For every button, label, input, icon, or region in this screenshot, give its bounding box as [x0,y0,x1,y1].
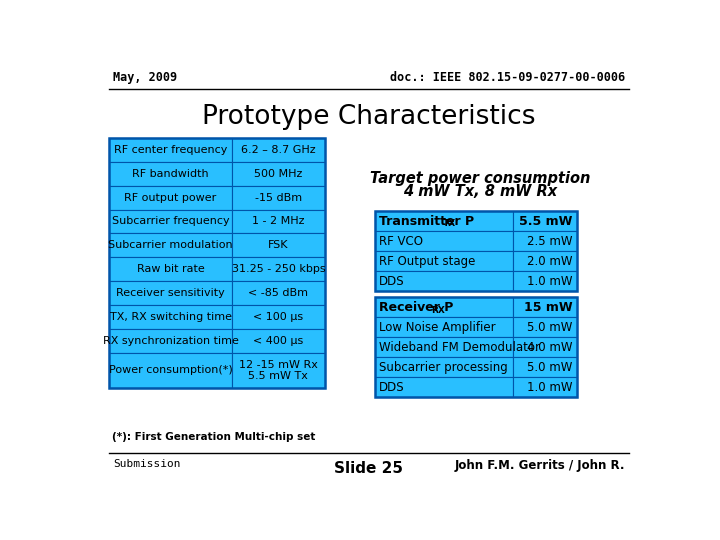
Bar [375,298,577,397]
Bar [232,162,325,186]
Bar [109,305,232,329]
Text: 12 -15 mW Rx: 12 -15 mW Rx [239,360,318,370]
Text: TX, RX switching time: TX, RX switching time [109,312,232,322]
Bar [232,305,325,329]
Bar [375,251,513,271]
Text: 31.25 - 250 kbps: 31.25 - 250 kbps [232,264,325,274]
Text: Submission: Submission [113,459,181,469]
Text: (*): First Generation Multi-chip set: (*): First Generation Multi-chip set [112,432,315,442]
Text: Target power consumption: Target power consumption [369,171,590,186]
Text: -15 dBm: -15 dBm [255,193,302,202]
Text: Slide 25: Slide 25 [335,461,403,476]
Text: 5.0 mW: 5.0 mW [528,321,573,334]
Bar [375,338,513,357]
Text: 1 - 2 MHz: 1 - 2 MHz [252,217,305,226]
Text: 1.0 mW: 1.0 mW [527,275,573,288]
Bar [232,257,325,281]
Text: DDS: DDS [379,381,405,394]
Bar [513,377,577,397]
Text: 1.0 mW: 1.0 mW [527,381,573,394]
Bar [513,271,577,291]
Bar [375,211,513,231]
Bar [375,318,513,338]
Text: RF output power: RF output power [125,193,217,202]
Bar [109,329,232,353]
Text: Transmitter P: Transmitter P [379,214,474,228]
Text: Prototype Characteristics: Prototype Characteristics [202,104,536,130]
Text: Power consumption(*): Power consumption(*) [109,366,233,375]
Text: DDS: DDS [379,275,405,288]
Text: 2.0 mW: 2.0 mW [527,255,573,268]
Text: < -85 dBm: < -85 dBm [248,288,308,298]
Text: 4.0 mW: 4.0 mW [527,341,573,354]
Text: Raw bit rate: Raw bit rate [137,264,204,274]
Text: John F.M. Gerrits / John R.: John F.M. Gerrits / John R. [454,459,625,472]
Text: < 100 μs: < 100 μs [253,312,303,322]
Bar [109,138,325,388]
Text: 5.0 mW: 5.0 mW [528,361,573,374]
Bar [232,233,325,257]
Text: Receiver P: Receiver P [379,301,454,314]
Bar [232,281,325,305]
Bar [513,338,577,357]
Bar [375,377,513,397]
Text: RX: RX [431,306,445,314]
Text: Subcarrier frequency: Subcarrier frequency [112,217,230,226]
Text: RX synchronization time: RX synchronization time [103,336,238,346]
Text: TX: TX [443,219,456,228]
Text: 4 mW Tx, 8 mW Rx: 4 mW Tx, 8 mW Rx [402,184,557,199]
Text: 5.5 mW Tx: 5.5 mW Tx [248,371,308,381]
Text: RF bandwidth: RF bandwidth [132,169,209,179]
Bar [513,231,577,251]
Bar [232,329,325,353]
Text: Subcarrier modulation: Subcarrier modulation [108,240,233,251]
Text: RF center frequency: RF center frequency [114,145,228,155]
Bar [109,210,232,233]
Text: Receiver sensitivity: Receiver sensitivity [116,288,225,298]
Bar [513,211,577,231]
Bar [232,138,325,162]
Text: Wideband FM Demodulator: Wideband FM Demodulator [379,341,540,354]
Bar [513,318,577,338]
Bar [109,257,232,281]
Bar [109,353,232,388]
Bar [232,353,325,388]
Bar [232,210,325,233]
Text: Low Noise Amplifier: Low Noise Amplifier [379,321,495,334]
Bar [109,186,232,210]
Bar [513,251,577,271]
Text: 6.2 – 8.7 GHz: 6.2 – 8.7 GHz [241,145,315,155]
Bar [513,357,577,377]
Bar [109,162,232,186]
Bar [375,357,513,377]
Bar [109,281,232,305]
Bar [109,138,232,162]
Bar [513,298,577,318]
Text: May, 2009: May, 2009 [113,71,177,84]
Text: 500 MHz: 500 MHz [254,169,302,179]
Bar [232,186,325,210]
Text: RF Output stage: RF Output stage [379,255,475,268]
Bar [375,298,513,318]
Bar [109,233,232,257]
Bar [375,271,513,291]
Text: 5.5 mW: 5.5 mW [519,214,573,228]
Text: 15 mW: 15 mW [524,301,573,314]
Text: 2.5 mW: 2.5 mW [527,234,573,248]
Text: Subcarrier processing: Subcarrier processing [379,361,508,374]
Text: FSK: FSK [268,240,289,251]
Text: RF VCO: RF VCO [379,234,423,248]
Text: < 400 μs: < 400 μs [253,336,303,346]
Bar [375,211,577,291]
Text: doc.: IEEE 802.15-09-0277-00-0006: doc.: IEEE 802.15-09-0277-00-0006 [390,71,625,84]
Bar [375,231,513,251]
